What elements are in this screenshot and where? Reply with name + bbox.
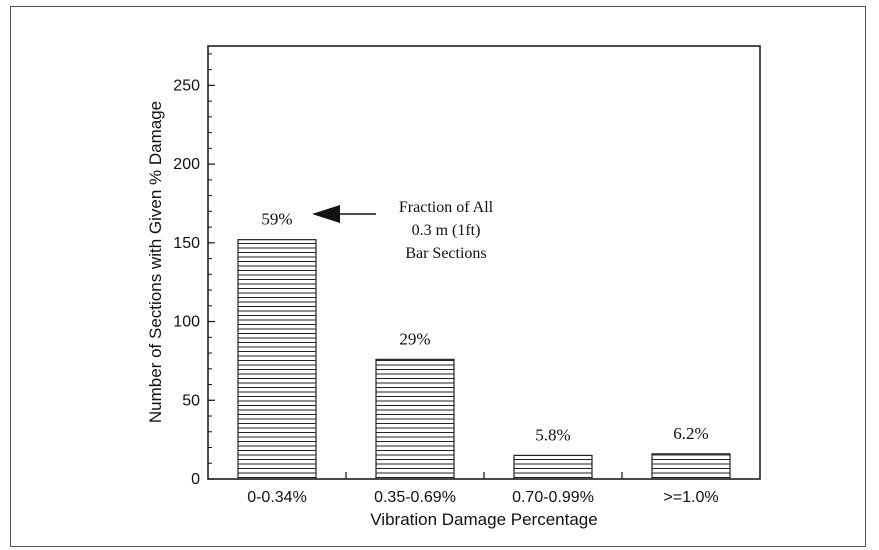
y-axis-title: Number of Sections with Given % Damage [146,101,165,423]
x-tick-label: 0.70-0.99% [512,489,594,506]
x-axis: 0-0.34% 0.35-0.69% 0.70-0.99% >=1.0% [247,472,719,506]
data-labels: 59% 29% 5.8% 6.2% [261,210,708,445]
y-tick-label: 100 [173,314,200,331]
annotation: Fraction of All 0.3 m (1ft) Bar Sections [312,199,494,262]
x-axis-title: Vibration Damage Percentage [370,510,597,529]
annotation-line-1: Fraction of All [399,199,494,216]
y-axis: 0 50 100 150 200 250 [173,53,215,488]
data-label: 5.8% [535,425,570,444]
bar [513,454,593,480]
y-tick-label: 200 [173,156,200,173]
y-tick-label: 250 [173,77,200,94]
y-tick-label: 0 [191,471,200,488]
data-label: 6.2% [673,424,708,443]
bars [237,239,731,480]
x-tick-label: 0-0.34% [247,489,307,506]
y-tick-label: 150 [173,235,200,252]
bar [375,358,455,480]
annotation-line-2: 0.3 m (1ft) [412,222,481,239]
annotation-arrow [312,205,376,223]
data-label: 59% [261,210,292,229]
x-tick-label: 0.35-0.69% [374,489,456,506]
annotation-line-3: Bar Sections [405,245,486,262]
x-tick-label: >=1.0% [663,489,718,506]
bar [237,239,317,480]
data-label: 29% [399,329,430,348]
bar [651,453,731,480]
y-tick-label: 50 [182,392,200,409]
